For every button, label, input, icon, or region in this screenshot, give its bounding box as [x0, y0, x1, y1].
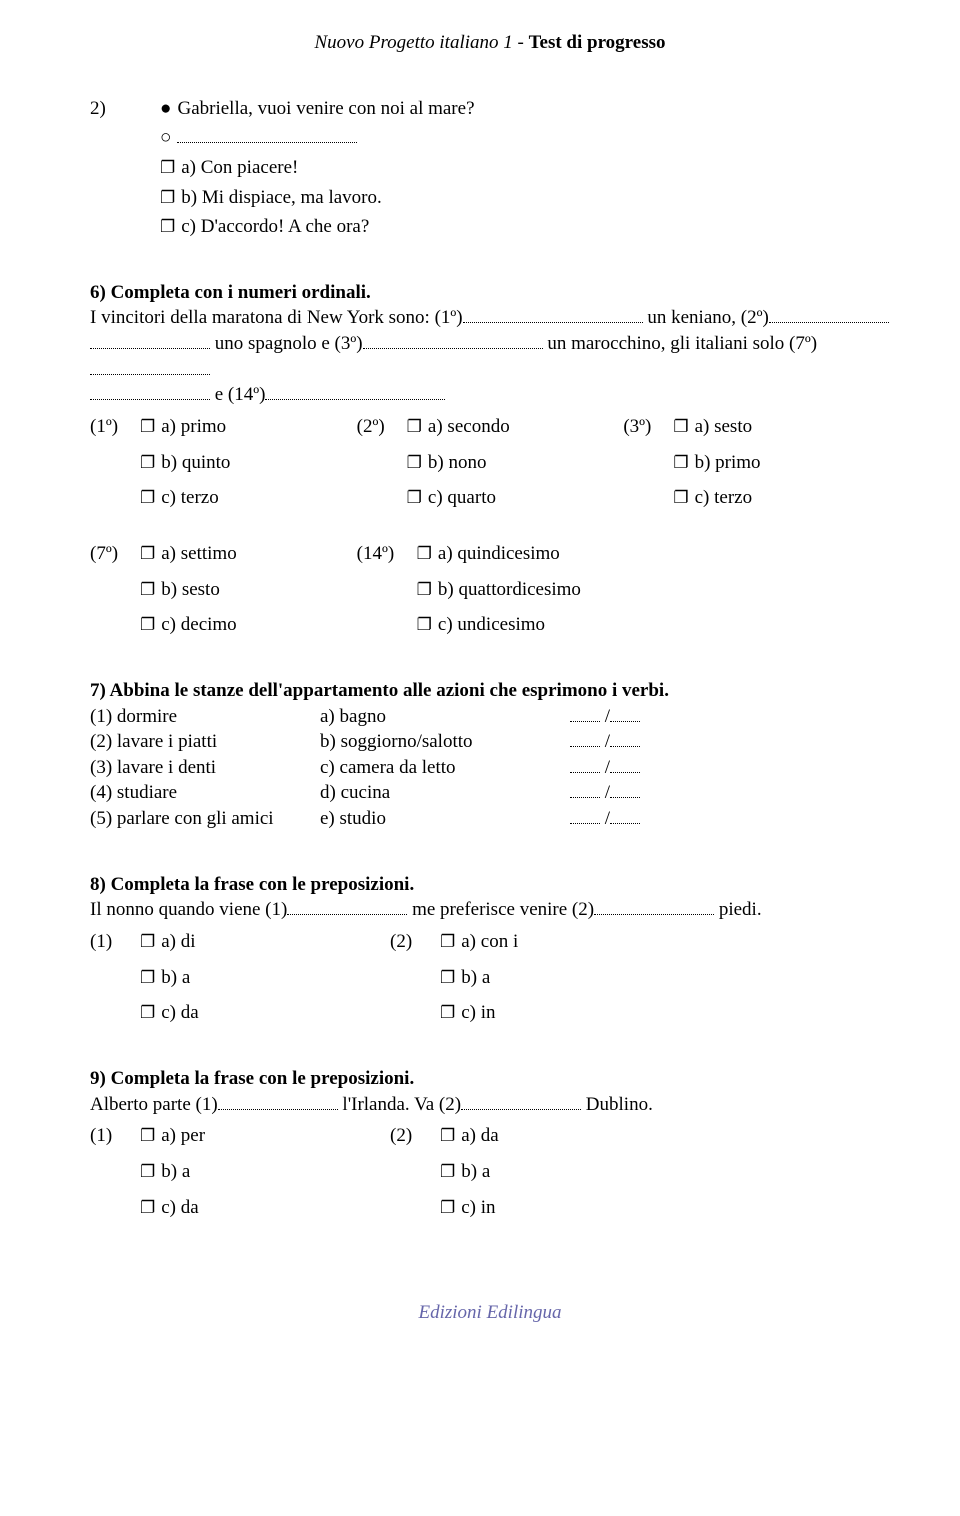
q7-r5-l: (5) parlare con gli amici: [90, 806, 320, 832]
q7-r3-l: (3) lavare i denti: [90, 755, 320, 781]
q2-option-b[interactable]: b) Mi dispiace, ma lavoro.: [160, 185, 890, 211]
q9-options: (1)a) per b) a c) da (2)a) da b) a c) in: [90, 1123, 890, 1220]
q7-r5-blank[interactable]: /: [570, 806, 640, 832]
q7-r3-blank[interactable]: /: [570, 755, 640, 781]
q8-c2-a[interactable]: a) con i: [440, 931, 518, 952]
q6-g1-n1: (1º): [90, 414, 140, 440]
q6-g1-c1[interactable]: c) terzo: [140, 487, 219, 508]
q7-row-3: (3) lavare i denti c) camera da letto /: [90, 755, 890, 781]
q7-r1-r: a) bagno: [320, 704, 570, 730]
q7-r2-r: b) soggiorno/salotto: [320, 729, 570, 755]
q9-title: 9) Completa la frase con le preposizioni…: [90, 1066, 890, 1092]
q6-group2: (7º)a) settimo b) sesto c) decimo (14º)a…: [90, 541, 890, 638]
question-9: 9) Completa la frase con le preposizioni…: [90, 1066, 890, 1220]
q7-row-4: (4) studiare d) cucina /: [90, 780, 890, 806]
q8-title: 8) Completa la frase con le preposizioni…: [90, 872, 890, 898]
q6-g1-c2[interactable]: c) quarto: [407, 487, 496, 508]
q7-r5-r: e) studio: [320, 806, 570, 832]
q9-c2-n: (2): [390, 1123, 440, 1149]
q7-row-1: (1) dormire a) bagno /: [90, 704, 890, 730]
q6-g1-a2[interactable]: a) secondo: [407, 416, 510, 437]
q7-r1-blank[interactable]: /: [570, 704, 640, 730]
q8-c1-b[interactable]: b) a: [140, 967, 190, 988]
q8-sb: me preferisce venire (2): [407, 899, 594, 920]
q6-g1-n3: (3º): [623, 414, 673, 440]
q6-g1-a3[interactable]: a) sesto: [673, 416, 752, 437]
q7-row-5: (5) parlare con gli amici e) studio /: [90, 806, 890, 832]
q6-g1-b2[interactable]: b) nono: [407, 452, 487, 473]
q8-c2-n: (2): [390, 929, 440, 955]
q9-c2-a[interactable]: a) da: [440, 1125, 499, 1146]
q8-c1-n: (1): [90, 929, 140, 955]
q8-c2-b[interactable]: b) a: [440, 967, 490, 988]
q6-g2-c2[interactable]: c) undicesimo: [417, 614, 545, 635]
header-sep: -: [513, 32, 529, 53]
q9-c2-b[interactable]: b) a: [440, 1161, 490, 1182]
q6-g2-a2[interactable]: a) quindicesimo: [417, 543, 560, 564]
q7-r2-blank[interactable]: /: [570, 729, 640, 755]
q7-row-2: (2) lavare i piatti b) soggiorno/salotto…: [90, 729, 890, 755]
q6-g2-b1[interactable]: b) sesto: [140, 579, 220, 600]
q9-c1-b[interactable]: b) a: [140, 1161, 190, 1182]
q2-response-blank: [160, 125, 890, 151]
header-title-bold: Test di progresso: [529, 32, 666, 53]
q7-r1-l: (1) dormire: [90, 704, 320, 730]
q6-g2-n2: (14º): [357, 541, 417, 567]
q7-r4-blank[interactable]: /: [570, 780, 640, 806]
q9-sa: Alberto parte (1): [90, 1094, 218, 1115]
question-6: 6) Completa con i numeri ordinali. I vin…: [90, 280, 890, 638]
q8-sentence: Il nonno quando viene (1) me preferisce …: [90, 897, 890, 923]
q8-sc: piedi.: [714, 899, 762, 920]
q9-c2-c[interactable]: c) in: [440, 1197, 496, 1218]
q9-c1-a[interactable]: a) per: [140, 1125, 205, 1146]
q6-title: 6) Completa con i numeri ordinali.: [90, 280, 890, 306]
page-header: Nuovo Progetto italiano 1 - Test di prog…: [90, 30, 890, 56]
q9-sentence: Alberto parte (1) l'Irlanda. Va (2) Dubl…: [90, 1092, 890, 1118]
q6-line3a: e (14º): [210, 384, 265, 405]
q8-c1-c[interactable]: c) da: [140, 1002, 199, 1023]
q6-g2-c1[interactable]: c) decimo: [140, 614, 237, 635]
q6-g2-a1[interactable]: a) settimo: [140, 543, 237, 564]
q6-g1-n2: (2º): [357, 414, 407, 440]
q8-sa: Il nonno quando viene (1): [90, 899, 287, 920]
q6-g1-a1[interactable]: a) primo: [140, 416, 226, 437]
header-title-italic: Nuovo Progetto italiano 1: [315, 32, 513, 53]
q7-r4-r: d) cucina: [320, 780, 570, 806]
page-footer: Edizioni Edilingua: [90, 1300, 890, 1326]
q6-g1-b1[interactable]: b) quinto: [140, 452, 230, 473]
q6-line2a: uno spagnolo e (3º): [210, 333, 363, 354]
q7-r4-l: (4) studiare: [90, 780, 320, 806]
question-2: 2) Gabriella, vuoi venire con noi al mar…: [90, 96, 890, 240]
q9-c1-c[interactable]: c) da: [140, 1197, 199, 1218]
q2-option-c[interactable]: c) D'accordo! A che ora?: [160, 214, 890, 240]
q6-g1-c3[interactable]: c) terzo: [673, 487, 752, 508]
q9-sc: Dublino.: [581, 1094, 653, 1115]
q6-g2-n1: (7º): [90, 541, 140, 567]
q6-line2b: un marocchino, gli italiani solo (7º): [543, 333, 817, 354]
q6-g2-b2[interactable]: b) quattordicesimo: [417, 579, 581, 600]
q2-number: 2): [90, 96, 160, 122]
q6-g1-b3[interactable]: b) primo: [673, 452, 760, 473]
q8-options: (1)a) di b) a c) da (2)a) con i b) a c) …: [90, 929, 890, 1026]
q6-line1b: un keniano, (2º): [643, 307, 769, 328]
q6-line1a: I vincitori della maratona di New York s…: [90, 307, 463, 328]
q7-r2-l: (2) lavare i piatti: [90, 729, 320, 755]
q7-title: 7) Abbina le stanze dell'appartamento al…: [90, 678, 890, 704]
q8-c1-a[interactable]: a) di: [140, 931, 196, 952]
q2-option-a[interactable]: a) Con piacere!: [160, 155, 890, 181]
q2-prompt: Gabriella, vuoi venire con noi al mare?: [160, 96, 890, 122]
q9-c1-n: (1): [90, 1123, 140, 1149]
q7-r3-r: c) camera da letto: [320, 755, 570, 781]
question-7: 7) Abbina le stanze dell'appartamento al…: [90, 678, 890, 832]
q6-group1: (1º)a) primo b) quinto c) terzo (2º)a) s…: [90, 414, 890, 511]
q8-c2-c[interactable]: c) in: [440, 1002, 496, 1023]
q9-sb: l'Irlanda. Va (2): [338, 1094, 461, 1115]
q6-sentence: I vincitori della maratona di New York s…: [90, 305, 890, 408]
question-8: 8) Completa la frase con le preposizioni…: [90, 872, 890, 1026]
